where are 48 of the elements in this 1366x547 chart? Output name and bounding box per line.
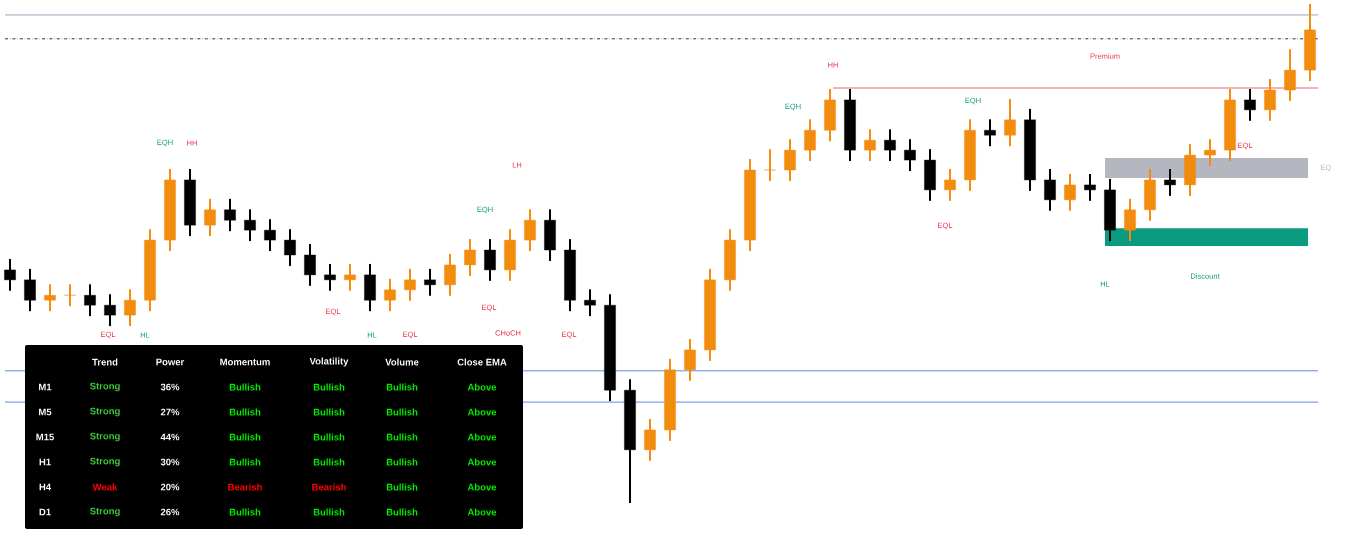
text: Bullish bbox=[313, 458, 345, 466]
text: Bullish bbox=[229, 408, 261, 416]
category-label: H1 bbox=[39, 458, 51, 466]
text: Bullish bbox=[313, 383, 345, 391]
text: 27% bbox=[160, 408, 180, 416]
text: Strong bbox=[89, 382, 120, 392]
text: Above bbox=[467, 483, 497, 491]
text: 30% bbox=[160, 458, 180, 466]
text: Bullish bbox=[229, 433, 261, 441]
text: Bullish bbox=[386, 408, 418, 416]
category-label: Trend bbox=[92, 358, 118, 366]
text: Bullish bbox=[386, 508, 418, 516]
text: Above bbox=[467, 383, 497, 391]
text: Bullish bbox=[313, 408, 345, 416]
category-label: M15 bbox=[36, 433, 54, 441]
category-label: M5 bbox=[39, 408, 52, 416]
text: Bullish bbox=[229, 383, 261, 391]
text: Bullish bbox=[313, 433, 345, 441]
text: Bullish bbox=[229, 458, 261, 466]
text: 26% bbox=[160, 508, 180, 516]
category-label: Volume bbox=[385, 358, 419, 366]
text: Bearish bbox=[228, 483, 262, 491]
text: Above bbox=[467, 458, 497, 466]
text: Bullish bbox=[386, 433, 418, 441]
category-label: D1 bbox=[39, 508, 51, 516]
text: 20% bbox=[160, 483, 180, 491]
text: Bullish bbox=[386, 458, 418, 466]
text: Strong bbox=[89, 457, 120, 467]
text: Bearish bbox=[312, 483, 346, 491]
text: Strong bbox=[89, 432, 120, 442]
text: Above bbox=[467, 508, 497, 516]
text: 36% bbox=[160, 383, 180, 391]
text: Bullish bbox=[386, 483, 418, 491]
category-label: M1 bbox=[39, 383, 52, 391]
category-label: Close EMA bbox=[457, 358, 507, 366]
text: 44% bbox=[160, 433, 180, 441]
category-label: Volatility bbox=[309, 357, 349, 367]
text: Bullish bbox=[313, 508, 345, 516]
category-label: Momentum bbox=[220, 358, 270, 366]
text: Weak bbox=[92, 483, 118, 491]
text: Strong bbox=[89, 507, 120, 517]
category-label: Power bbox=[156, 358, 185, 366]
text: Above bbox=[467, 408, 497, 416]
text: Bullish bbox=[386, 383, 418, 391]
text: Above bbox=[467, 433, 497, 441]
category-label: H4 bbox=[39, 483, 52, 491]
text: Strong bbox=[89, 407, 120, 417]
text: Bullish bbox=[229, 508, 261, 516]
